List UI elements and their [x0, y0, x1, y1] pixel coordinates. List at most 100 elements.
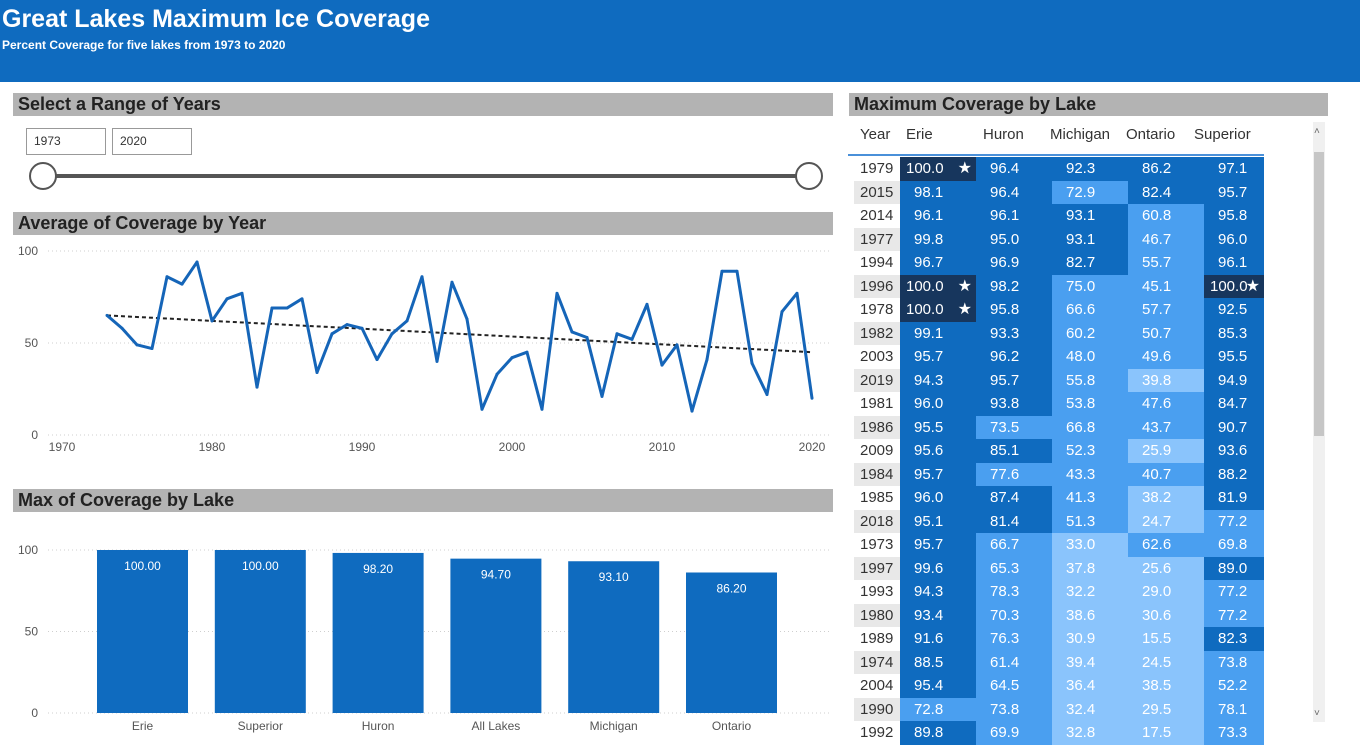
table-row[interactable]: 1992 89.8 69.9 32.8 17.5 73.3 — [854, 721, 1264, 745]
table-row[interactable]: 1978 100.0 ★ 95.8 66.6 57.7 92.5 — [854, 298, 1264, 322]
table-row[interactable]: 1996 100.0 ★ 98.2 75.0 45.1 100.0 ★ — [854, 274, 1264, 298]
coverage-value: 36.4 — [1066, 677, 1096, 694]
year-cell: 2003 — [860, 348, 894, 365]
coverage-cell-ontario: 40.7 — [1128, 462, 1204, 486]
coverage-cell-erie: 100.0 ★ — [900, 274, 976, 298]
star-icon: ★ — [957, 160, 972, 177]
bar-value-label: 100.00 — [124, 559, 161, 573]
coverage-cell-huron: 76.3 — [976, 627, 1052, 651]
coverage-value: 60.8 — [1142, 207, 1172, 224]
coverage-value: 32.4 — [1066, 700, 1096, 718]
coverage-cell-ontario: 30.6 — [1128, 603, 1204, 627]
report-title: Great Lakes Maximum Ice Coverage — [2, 5, 430, 33]
table-row[interactable]: 2018 95.1 81.4 51.3 24.7 77.2 — [854, 509, 1264, 533]
coverage-value: 99.1 — [914, 324, 944, 342]
column-header-huron[interactable]: Huron — [983, 126, 1024, 143]
coverage-value: 33.0 — [1066, 536, 1096, 553]
table-scrollbar[interactable] — [1313, 122, 1325, 722]
coverage-value: 39.8 — [1142, 371, 1172, 389]
scrollbar-thumb[interactable] — [1314, 152, 1324, 436]
table-row[interactable]: 1973 95.7 66.7 33.0 62.6 69.8 — [854, 533, 1264, 557]
coverage-cell-ontario: 46.7 — [1128, 227, 1204, 251]
coverage-data-point — [150, 347, 154, 351]
bar-y-tick-label: 100 — [18, 543, 38, 557]
coverage-data-point — [705, 358, 709, 362]
max-coverage-bar-chart: 0 50 100 100.00 Erie 100.00 Superior 98.20 Huron… — [18, 543, 830, 733]
coverage-cell-erie: 95.5 — [900, 415, 976, 439]
table-row[interactable]: 2004 95.4 64.5 36.4 38.5 52.2 — [854, 674, 1264, 698]
coverage-cell-erie: 99.1 — [900, 321, 976, 345]
table-row[interactable]: 1993 94.3 78.3 32.2 29.0 77.2 — [854, 580, 1264, 604]
coverage-value: 52.2 — [1218, 677, 1248, 694]
column-header-year[interactable]: Year — [860, 126, 891, 143]
coverage-value: 55.7 — [1142, 254, 1172, 271]
coverage-cell-michigan: 92.3 — [1052, 157, 1128, 181]
coverage-cell-huron: 98.2 — [976, 274, 1052, 298]
coverage-value: 85.3 — [1218, 324, 1248, 342]
table-row[interactable]: 1989 91.6 76.3 30.9 15.5 82.3 — [854, 627, 1264, 651]
table-row[interactable]: 2009 95.6 85.1 52.3 25.9 93.6 — [854, 439, 1264, 463]
slider-start-handle[interactable] — [29, 162, 57, 190]
coverage-data-point — [195, 260, 199, 264]
table-row[interactable]: 1994 96.7 96.9 82.7 55.7 96.1 — [854, 251, 1264, 275]
coverage-cell-michigan: 30.9 — [1052, 627, 1128, 651]
coverage-value: 39.4 — [1066, 653, 1096, 671]
year-cell: 2004 — [860, 677, 894, 694]
scroll-up-arrow-icon[interactable]: ˄ — [1314, 126, 1320, 137]
coverage-value: 29.0 — [1142, 583, 1172, 600]
table-row[interactable]: 1974 88.5 61.4 39.4 24.5 73.8 — [854, 650, 1264, 674]
coverage-value: 92.3 — [1066, 160, 1096, 177]
coverage-value: 77.6 — [990, 465, 1020, 483]
column-header-ontario[interactable]: Ontario — [1126, 126, 1176, 143]
coverage-value: 38.2 — [1142, 489, 1172, 506]
coverage-data-point — [180, 282, 184, 286]
table-row[interactable]: 1986 95.5 73.5 66.8 43.7 90.7 — [854, 415, 1264, 439]
coverage-cell-ontario: 45.1 — [1128, 274, 1204, 298]
slider-end-handle[interactable] — [795, 162, 823, 190]
table-row[interactable]: 1979 100.0 ★ 96.4 92.3 86.2 97.1 — [854, 157, 1264, 181]
end-year-input[interactable]: 2020 — [112, 128, 192, 155]
coverage-cell-superior: 85.3 — [1204, 321, 1264, 345]
table-row[interactable]: 2003 95.7 96.2 48.0 49.6 95.5 — [854, 345, 1264, 369]
coverage-value: 93.4 — [914, 606, 944, 624]
coverage-value: 95.7 — [990, 371, 1020, 389]
coverage-cell-huron: 77.6 — [976, 462, 1052, 486]
column-header-superior[interactable]: Superior — [1194, 126, 1251, 143]
table-row[interactable]: 2019 94.3 95.7 55.8 39.8 94.9 — [854, 368, 1264, 392]
coverage-value: 88.2 — [1218, 465, 1248, 483]
table-row[interactable]: 1982 99.1 93.3 60.2 50.7 85.3 — [854, 321, 1264, 345]
coverage-data-point — [750, 361, 754, 365]
coverage-value: 96.1 — [914, 207, 944, 224]
column-header-erie[interactable]: Erie — [906, 126, 933, 143]
report-subtitle: Percent Coverage for five lakes from 197… — [2, 38, 286, 52]
table-row[interactable]: 1977 99.8 95.0 93.1 46.7 96.0 — [854, 227, 1264, 251]
table-row[interactable]: 2015 98.1 96.4 72.9 82.4 95.7 — [854, 180, 1264, 204]
scroll-down-arrow-icon[interactable]: ˅ — [1314, 708, 1320, 719]
table-row[interactable]: 2014 96.1 96.1 93.1 60.8 95.8 — [854, 204, 1264, 228]
coverage-value: 38.6 — [1066, 606, 1096, 624]
column-header-michigan[interactable]: Michigan — [1050, 126, 1111, 143]
table-row[interactable]: 1980 93.4 70.3 38.6 30.6 77.2 — [854, 603, 1264, 627]
coverage-value: 96.4 — [990, 160, 1020, 177]
table-row[interactable]: 1997 99.6 65.3 37.8 25.6 89.0 — [854, 556, 1264, 580]
coverage-value: 100.0 — [1210, 277, 1248, 295]
table-row[interactable]: 1985 96.0 87.4 41.3 38.2 81.9 — [854, 486, 1264, 510]
coverage-cell-ontario: 15.5 — [1128, 627, 1204, 651]
coverage-cell-michigan: 66.6 — [1052, 298, 1128, 322]
coverage-value: 96.0 — [914, 395, 944, 412]
table-row[interactable]: 1981 96.0 93.8 53.8 47.6 84.7 — [854, 392, 1264, 416]
coverage-cell-michigan: 60.2 — [1052, 321, 1128, 345]
coverage-cell-erie: 89.8 — [900, 721, 976, 745]
table-row[interactable]: 1984 95.7 77.6 43.3 40.7 88.2 — [854, 462, 1264, 486]
coverage-cell-huron: 93.3 — [976, 321, 1052, 345]
coverage-cell-erie: 96.0 — [900, 392, 976, 416]
coverage-data-point — [270, 306, 274, 310]
coverage-value: 41.3 — [1066, 489, 1096, 506]
coverage-value: 92.5 — [1218, 301, 1248, 318]
start-year-input[interactable]: 1973 — [26, 128, 106, 155]
coverage-cell-superior: 97.1 — [1204, 157, 1264, 181]
coverage-data-point — [315, 370, 319, 374]
year-range-slider-track[interactable] — [43, 174, 809, 178]
coverage-data-point — [525, 350, 529, 354]
table-row[interactable]: 1990 72.8 73.8 32.4 29.5 78.1 — [854, 697, 1264, 721]
